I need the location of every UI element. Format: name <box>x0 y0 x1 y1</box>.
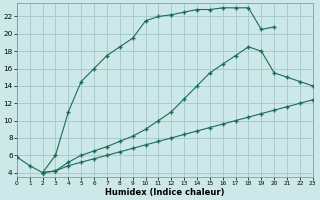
X-axis label: Humidex (Indice chaleur): Humidex (Indice chaleur) <box>105 188 225 197</box>
